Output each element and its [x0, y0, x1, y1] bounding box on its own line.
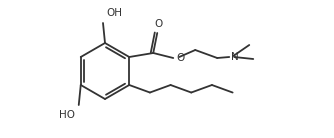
Text: OH: OH	[106, 8, 122, 18]
Text: O: O	[154, 19, 162, 29]
Text: N: N	[231, 52, 239, 62]
Text: O: O	[176, 53, 184, 63]
Text: HO: HO	[59, 110, 75, 120]
